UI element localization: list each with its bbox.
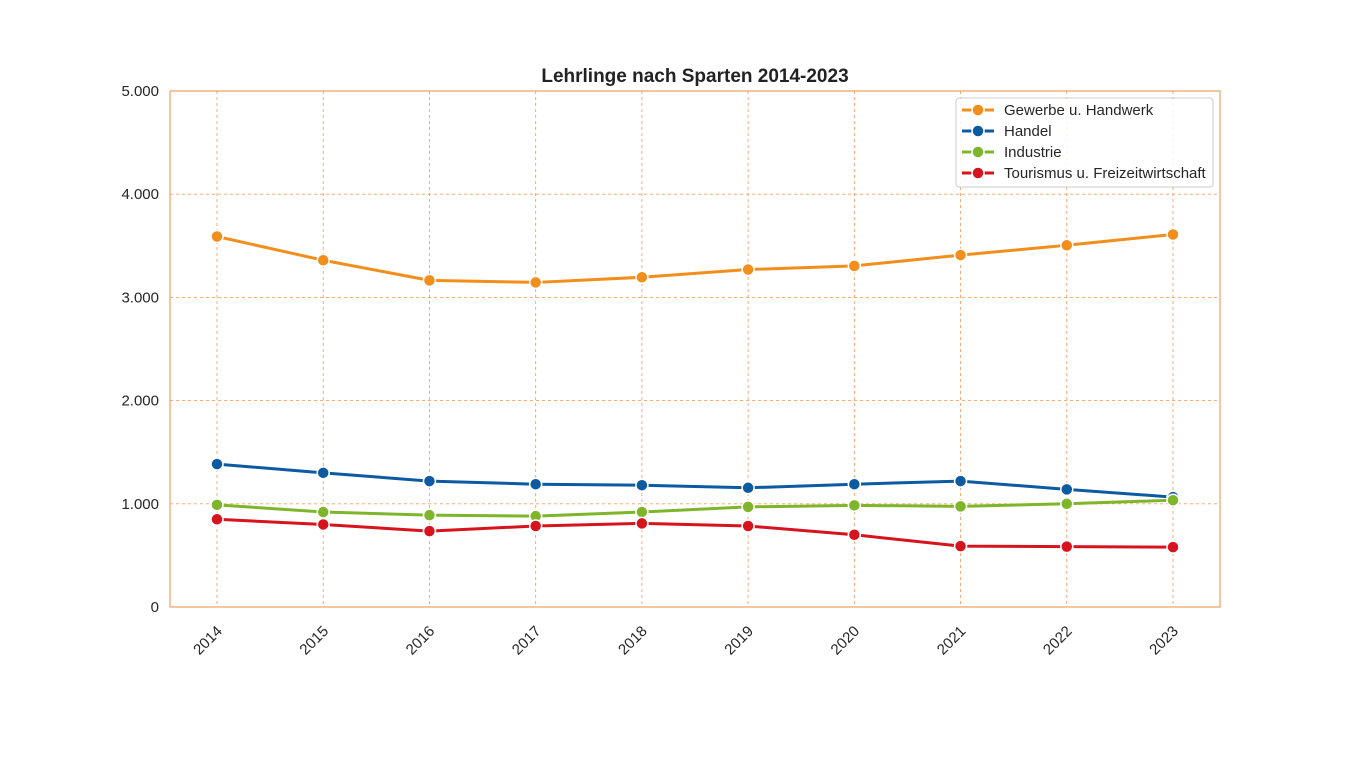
x-tick-label: 2021 bbox=[934, 623, 970, 659]
data-point bbox=[953, 499, 968, 514]
legend-item: Gewerbe u. Handwerk bbox=[962, 102, 1154, 119]
data-point bbox=[1060, 497, 1074, 511]
data-point bbox=[528, 275, 543, 290]
x-tick-label: 2018 bbox=[615, 623, 651, 659]
series-0 bbox=[210, 227, 1180, 290]
data-point bbox=[210, 229, 224, 244]
series-line bbox=[215, 517, 1175, 549]
y-tick-label: 0 bbox=[151, 599, 159, 616]
data-point bbox=[210, 512, 224, 527]
series-layer bbox=[210, 227, 1180, 554]
data-point bbox=[316, 505, 330, 519]
data-point bbox=[1166, 227, 1180, 242]
series-line bbox=[215, 498, 1175, 518]
data-point bbox=[741, 481, 755, 495]
series-line bbox=[215, 232, 1175, 284]
data-point bbox=[635, 478, 649, 492]
legend-item: Industrie bbox=[962, 144, 1062, 161]
y-tick-label: 4.000 bbox=[121, 186, 159, 203]
data-point bbox=[422, 474, 437, 488]
data-point bbox=[528, 519, 543, 533]
legend-swatch-marker bbox=[971, 145, 985, 159]
x-tick-label: 2017 bbox=[509, 623, 545, 659]
legend-swatch-marker bbox=[971, 124, 985, 138]
data-point bbox=[1060, 539, 1074, 554]
legend-label: Industrie bbox=[1004, 144, 1062, 161]
data-point bbox=[847, 498, 862, 513]
y-axis: 0 1.000 2.000 3.000 4.000 5.000 bbox=[121, 83, 159, 616]
legend-box bbox=[955, 97, 1214, 188]
data-point bbox=[316, 253, 330, 267]
data-point bbox=[635, 516, 649, 531]
data-point bbox=[847, 477, 862, 491]
grid-layer bbox=[170, 91, 1220, 607]
y-tick-label: 5.000 bbox=[121, 83, 159, 100]
legend-label: Handel bbox=[1004, 123, 1052, 140]
data-point bbox=[953, 474, 968, 488]
plot-frame bbox=[169, 90, 1221, 608]
legend-item: Tourismus u. Freizeitwirtschaft bbox=[962, 165, 1207, 182]
legend: Gewerbe u. Handwerk Handel Industrie Touris… bbox=[955, 97, 1214, 188]
data-point bbox=[422, 273, 437, 288]
data-point bbox=[847, 528, 862, 542]
x-tick-label: 2014 bbox=[190, 623, 226, 659]
chart-title: Lehrlinge nach Sparten 2014-2023 bbox=[541, 66, 848, 87]
data-point bbox=[635, 505, 649, 519]
data-point bbox=[528, 477, 543, 491]
x-axis: 2014 2015 2016 2017 2018 2019 2020 2021 2022 2023 bbox=[190, 623, 1182, 659]
legend-item: Handel bbox=[962, 123, 1052, 140]
data-point bbox=[1060, 482, 1074, 497]
data-point bbox=[1060, 238, 1074, 253]
data-point bbox=[316, 466, 330, 480]
data-point bbox=[1166, 540, 1180, 554]
y-tick-label: 1.000 bbox=[121, 496, 159, 513]
x-tick-label: 2016 bbox=[403, 623, 439, 659]
data-point bbox=[741, 262, 755, 277]
x-tick-label: 2019 bbox=[721, 623, 757, 659]
legend-label: Gewerbe u. Handwerk bbox=[1004, 102, 1154, 119]
data-point bbox=[847, 259, 862, 273]
data-point bbox=[316, 517, 330, 532]
legend-label: Tourismus u. Freizeitwirtschaft bbox=[1004, 165, 1207, 182]
y-tick-label: 3.000 bbox=[121, 289, 159, 306]
data-point bbox=[422, 508, 437, 522]
data-point bbox=[1166, 493, 1180, 507]
data-point bbox=[422, 524, 437, 538]
data-point bbox=[210, 498, 224, 512]
x-tick-label: 2020 bbox=[828, 623, 864, 659]
legend-swatch-marker bbox=[971, 103, 985, 117]
data-point bbox=[741, 519, 755, 533]
x-tick-label: 2022 bbox=[1040, 623, 1076, 659]
data-point bbox=[953, 539, 968, 553]
series-3 bbox=[210, 512, 1180, 554]
data-point bbox=[953, 248, 968, 262]
data-point bbox=[741, 500, 755, 514]
data-point bbox=[210, 457, 224, 471]
series-1 bbox=[210, 457, 1180, 504]
series-2 bbox=[210, 493, 1180, 523]
x-tick-label: 2015 bbox=[296, 623, 332, 659]
x-tick-label: 2023 bbox=[1146, 623, 1182, 659]
y-tick-label: 2.000 bbox=[121, 393, 159, 410]
series-line bbox=[215, 462, 1175, 499]
data-point bbox=[635, 270, 649, 285]
legend-swatch-marker bbox=[971, 166, 985, 180]
